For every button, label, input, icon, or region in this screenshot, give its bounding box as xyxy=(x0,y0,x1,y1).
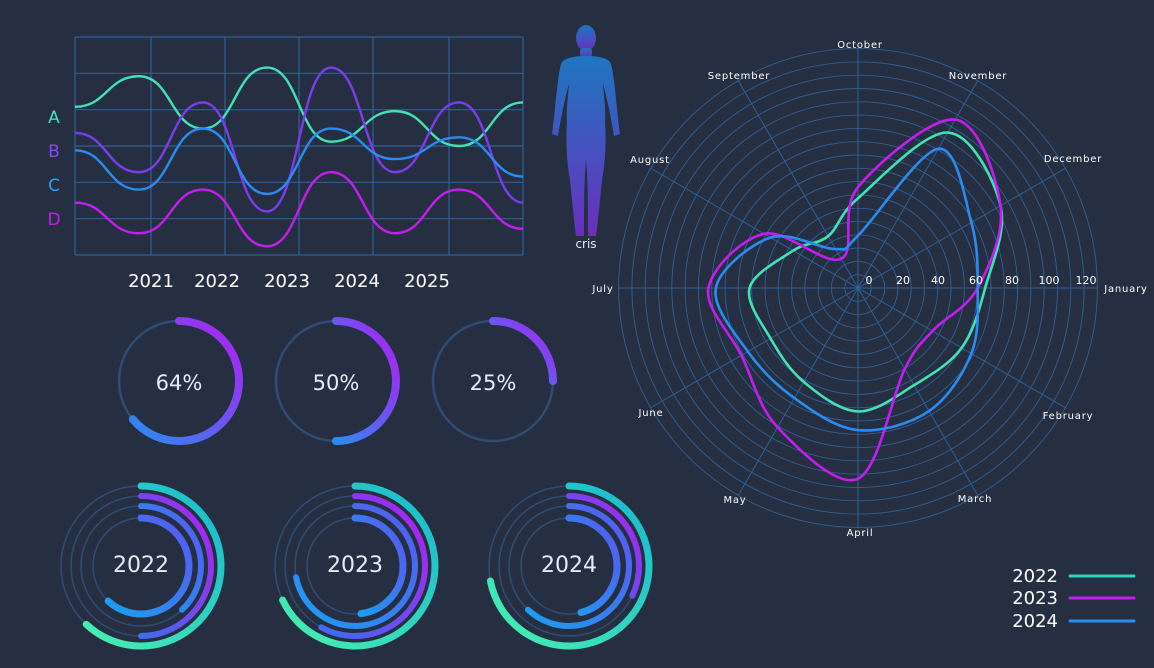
radial-tick-label: 120 xyxy=(1076,274,1097,287)
concentric-ring-arc xyxy=(318,493,429,639)
line-chart-series xyxy=(74,66,524,248)
polar-grid xyxy=(618,48,1098,528)
concentric-ring-arc xyxy=(566,493,642,599)
polar-series xyxy=(706,118,1004,482)
progress-ring-label-64: 64% xyxy=(156,371,203,395)
month-label-march: March xyxy=(958,494,992,505)
month-label-august: August xyxy=(630,155,670,166)
progress-ring-label-50: 50% xyxy=(313,371,360,395)
polar-spoke xyxy=(857,79,979,289)
x-axis-labels: 2021 2022 2023 2024 2025 xyxy=(128,271,450,292)
month-label-april: April xyxy=(847,528,874,539)
concentric-ring-arc xyxy=(524,503,632,629)
radial-tick-label: 80 xyxy=(1005,274,1019,287)
polar-legend: 2022 2023 2024 xyxy=(1012,566,1136,632)
progress-ring-arc xyxy=(128,317,243,445)
progress-ring-arc xyxy=(489,317,557,385)
concentric-ring-arc xyxy=(138,493,214,639)
progress-ring-labels: 64% 50% 25% xyxy=(156,371,517,395)
polar-series-2024 xyxy=(714,147,980,432)
radial-tick-label: 100 xyxy=(1039,274,1060,287)
polar-chart: 0 20 40 60 80 100 120 January February M… xyxy=(591,40,1147,539)
ring-year-2022: 2022 xyxy=(113,553,169,578)
polar-spoke xyxy=(857,167,1067,289)
concentric-ring-arc xyxy=(279,482,439,650)
series-line-c xyxy=(74,127,524,196)
radial-tick-label: 0 xyxy=(866,274,873,287)
ring-year-2023: 2023 xyxy=(327,553,383,578)
ring-year-2024: 2024 xyxy=(541,553,597,578)
concentric-ring-arc xyxy=(138,503,204,613)
radial-tick-label: 20 xyxy=(896,274,910,287)
month-label-july: July xyxy=(591,284,613,295)
x-tick-label: 2025 xyxy=(404,271,450,292)
polar-series-2022 xyxy=(747,131,1004,413)
polar-spoke xyxy=(857,287,979,497)
legend-year-2023: 2023 xyxy=(1012,588,1058,609)
month-label-january: January xyxy=(1103,284,1148,295)
concentric-ring-arc xyxy=(293,503,418,629)
series-line-d xyxy=(74,170,524,248)
polar-spoke xyxy=(737,287,859,497)
progress-ring-label-25: 25% xyxy=(470,371,517,395)
progress-ring-arc xyxy=(332,317,400,445)
radial-tick-label: 60 xyxy=(969,274,983,287)
legend-year-2022: 2022 xyxy=(1012,566,1058,587)
polar-month-labels: January February March April May June Ju… xyxy=(591,40,1147,539)
series-line-a xyxy=(74,66,524,148)
x-tick-label: 2024 xyxy=(334,271,380,292)
legend-label-c: C xyxy=(48,176,60,196)
line-chart: A B C D 2021 2022 2023 2024 2025 xyxy=(47,36,524,292)
legend-label-d: D xyxy=(47,210,60,230)
polar-spoke xyxy=(649,167,859,289)
month-label-november: November xyxy=(949,71,1008,82)
x-tick-label: 2022 xyxy=(194,271,240,292)
human-figure-icon xyxy=(552,25,620,236)
legend-year-2024: 2024 xyxy=(1012,611,1058,632)
concentric-ring-labels: 2022 2023 2024 xyxy=(113,553,597,578)
line-chart-legend: A B C D xyxy=(47,108,60,230)
month-label-may: May xyxy=(723,495,746,506)
x-tick-label: 2021 xyxy=(128,271,174,292)
line-chart-grid xyxy=(74,36,524,256)
polar-spoke xyxy=(737,79,859,289)
polar-radial-ticks: 0 20 40 60 80 100 120 xyxy=(866,274,1097,287)
concentric-ring-arc xyxy=(82,482,225,650)
polar-spoke xyxy=(649,287,859,409)
concentric-ring-arc xyxy=(104,514,193,618)
concentric-ring-arc xyxy=(486,482,653,650)
concentric-ring-charts xyxy=(60,482,653,650)
series-line-b xyxy=(74,66,524,213)
legend-label-a: A xyxy=(48,108,60,128)
legend-label-b: B xyxy=(48,142,60,162)
x-tick-label: 2023 xyxy=(264,271,310,292)
figure-label: cris xyxy=(575,237,596,251)
concentric-ring-arc xyxy=(565,514,621,616)
polar-series-2023 xyxy=(706,118,1003,482)
month-label-february: February xyxy=(1043,411,1094,422)
concentric-ring-arc xyxy=(351,514,407,618)
month-label-october: October xyxy=(837,40,883,51)
month-label-december: December xyxy=(1044,154,1102,165)
radial-tick-label: 40 xyxy=(931,274,945,287)
month-label-june: June xyxy=(638,408,664,419)
progress-rings xyxy=(117,317,557,445)
month-label-september: September xyxy=(708,71,771,82)
